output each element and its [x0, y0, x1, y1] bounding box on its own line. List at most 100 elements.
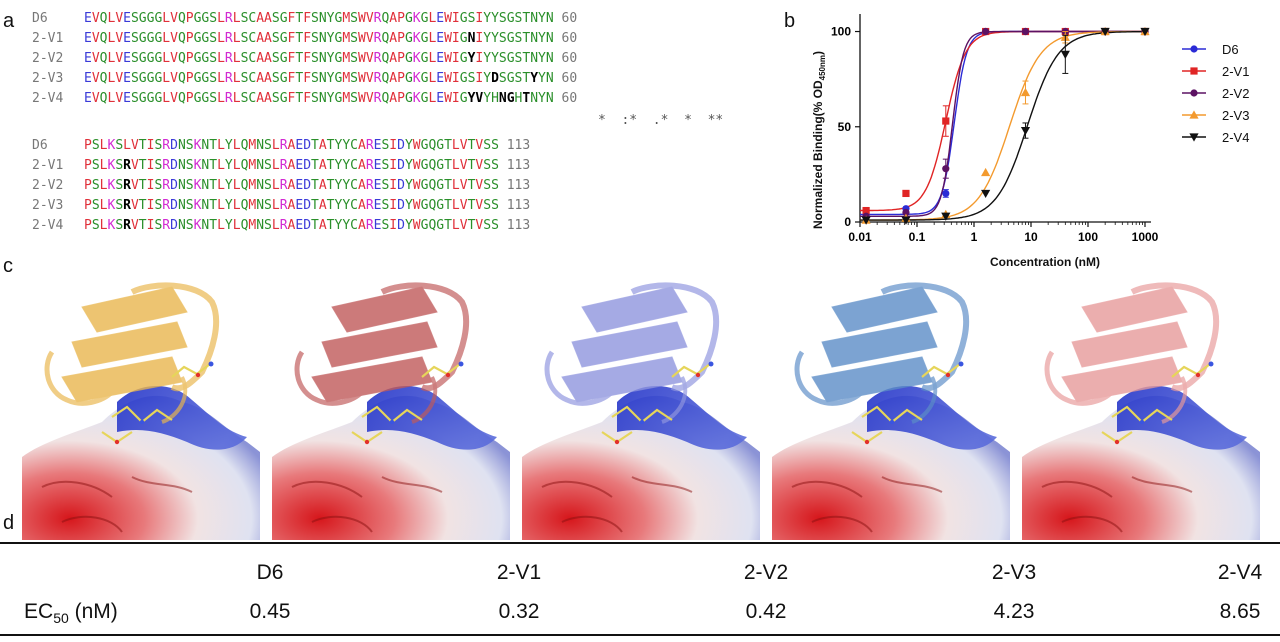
alignment-row: 2-V2 PSLKSRVTISRDNSKNTLYLQMNSLRAEDTATYYCA…: [32, 176, 530, 196]
table-bottom-rule: [0, 634, 1280, 636]
sequence-residues: EVQLVESGGGLVQPGGSLRLSCAASGFTFSNYGMSWVRQA…: [84, 91, 554, 106]
data-point-2-V3: [981, 167, 991, 177]
data-point-2-V4: [1060, 50, 1070, 59]
table-value-2-V4: 8.65: [1219, 600, 1261, 623]
panel-label-d: d: [3, 512, 15, 534]
x-tick-label: 1: [971, 230, 978, 244]
data-point-2-V4: [1140, 27, 1150, 37]
table-header-2-V1: 2-V1: [496, 561, 542, 584]
legend-label: 2-V3: [1222, 108, 1249, 123]
table-value-2-V3: 4.23: [993, 600, 1035, 623]
data-point-2-V2: [902, 208, 910, 217]
sequence-length: 60: [553, 51, 578, 66]
sequence-name: 2-V4: [32, 218, 64, 233]
sequence-length: 113: [498, 178, 531, 193]
structure-image-2-V3: [772, 282, 1010, 540]
sequence-name: 2-V2: [32, 178, 64, 193]
structure-image-2-V1: [272, 282, 510, 540]
sequence-length: 60: [553, 11, 578, 26]
y-tick-label: 50: [838, 120, 852, 134]
sequence-residues: EVQLVESGGGLVQPGGSLRLSCAASGFTFSNYGMSWVRQA…: [84, 51, 554, 66]
table-header-2-V2: 2-V2: [743, 561, 789, 584]
sequence-length: 113: [498, 198, 531, 213]
data-point-2-V4: [901, 216, 911, 225]
sequence-residues: EVQLVESGGGLVQPGGSLRLSCAASGFTFSNYGMSWVRQA…: [84, 31, 554, 46]
alignment-row: D6 EVQLVESGGGLVQPGGSLRLSCAASGFTFSNYGMSWVR…: [32, 9, 577, 29]
legend-marker: [1189, 133, 1199, 142]
ec50-row-label: EC50 (nM): [24, 600, 118, 627]
legend-marker: [1190, 89, 1198, 97]
legend-label: 2-V1: [1222, 64, 1249, 79]
data-point-2-V1: [902, 189, 910, 198]
x-axis-label: Concentration (nM): [990, 255, 1100, 269]
alignment-block-1: D6 EVQLVESGGGLVQPGGSLRLSCAASGFTFSNYGMSWVR…: [32, 9, 577, 109]
legend-label: D6: [1222, 42, 1239, 57]
legend-marker: [1190, 45, 1198, 53]
data-point-2-V2: [1021, 27, 1030, 36]
sequence-residues: PSLKSRVTISRDNSKNTLYLQMNSLRAEDTATYYCARESI…: [84, 198, 499, 213]
legend-marker: [1189, 110, 1199, 119]
sequence-residues: PSLKSRVTISRDNSKNTLYLQMNSLRAEDTATYYCARESI…: [84, 218, 499, 233]
sequence-name: 2-V1: [32, 31, 64, 46]
sequence-length: 113: [498, 138, 531, 153]
x-tick-label: 100: [1078, 230, 1098, 244]
alignment-row: 2-V4 PSLKSRVTISRDNSKNTLYLQMNSLRAEDTATYYCA…: [32, 216, 530, 236]
table-header-2-V3: 2-V3: [991, 561, 1037, 584]
alignment-row: 2-V1 PSLKSRVTISRDNSKNTLYLQMNSLRAEDTATYYCA…: [32, 156, 530, 176]
x-tick-label: 10: [1024, 230, 1038, 244]
y-axis-label: Normalized Binding(% OD450nm): [811, 51, 827, 229]
legend-label: 2-V4: [1222, 130, 1249, 145]
data-point-2-V3: [1020, 87, 1031, 97]
table-header-D6: D6: [256, 561, 284, 584]
legend-label: 2-V2: [1222, 86, 1249, 101]
table-value-D6: 0.45: [249, 600, 291, 623]
data-point-2-V2: [942, 165, 950, 173]
y-tick-label: 100: [831, 25, 851, 39]
x-tick-label: 1000: [1132, 230, 1159, 244]
sequence-name: D6: [32, 138, 48, 153]
alignment-consensus: * :* .* * **: [598, 113, 724, 128]
sequence-name: 2-V2: [32, 51, 64, 66]
x-tick-label: 0.01: [848, 230, 872, 244]
data-point-2-V4: [981, 189, 991, 199]
sequence-name: 2-V1: [32, 158, 64, 173]
sequence-name: 2-V3: [32, 198, 64, 213]
table-top-rule: [0, 542, 1280, 544]
table-value-2-V2: 0.42: [745, 600, 787, 623]
structure-image-2-V2: [522, 282, 760, 540]
data-point-D6: [942, 189, 950, 198]
sequence-length: 60: [553, 71, 578, 86]
panel-label-a: a: [3, 10, 15, 32]
sequence-residues: EVQLVESGGGLVQPGGSLRLSCAASGFTFSNYGMSWVRQA…: [84, 11, 554, 26]
sequence-name: 2-V3: [32, 71, 64, 86]
binding-chart: 0 50 100 0.01 0.1 1 10 100 1000 D6 2-V1 2-V2 2-V3 2-…: [811, 14, 1249, 269]
data-point-2-V4: [1100, 27, 1110, 37]
table-value-2-V1: 0.32: [498, 600, 540, 623]
sequence-name: 2-V4: [32, 91, 64, 106]
data-point-2-V4: [941, 212, 951, 221]
legend-marker: [1190, 67, 1198, 75]
data-point-2-V4: [1020, 126, 1031, 136]
data-point-2-V4: [861, 216, 871, 225]
sequence-residues: PSLKSLVTISRDNSKNTLYLQMNSLRAEDTATYYCARESI…: [84, 138, 499, 153]
alignment-block-2: D6 PSLKSLVTISRDNSKNTLYLQMNSLRAEDTATYYCARE…: [32, 136, 530, 236]
sequence-residues: PSLKSRVTISRDNSKNTLYLQMNSLRAEDTATYYCARESI…: [84, 178, 499, 193]
y-tick-label: 0: [844, 215, 851, 229]
alignment-row: D6 PSLKSLVTISRDNSKNTLYLQMNSLRAEDTATYYCARE…: [32, 136, 530, 156]
sequence-length: 113: [498, 158, 531, 173]
alignment-row: 2-V3 PSLKSRVTISRDNSKNTLYLQMNSLRAEDTATYYCA…: [32, 196, 530, 216]
structure-image-D6: [22, 282, 260, 540]
sequence-length: 60: [553, 91, 578, 106]
data-point-2-V2: [982, 27, 990, 36]
panel-label-c: c: [3, 255, 13, 277]
structure-image-2-V4: [1022, 282, 1260, 540]
alignment-row: 2-V2 EVQLVESGGGLVQPGGSLRLSCAASGFTFSNYGMSW…: [32, 49, 577, 69]
sequence-name: D6: [32, 11, 48, 26]
panel-label-b: b: [784, 10, 796, 32]
sequence-length: 60: [553, 31, 578, 46]
sequence-residues: PSLKSRVTISRDNSKNTLYLQMNSLRAEDTATYYCARESI…: [84, 158, 499, 173]
x-tick-label: 0.1: [909, 230, 926, 244]
sequence-length: 113: [498, 218, 531, 233]
data-point-2-V1: [942, 117, 950, 125]
alignment-row: 2-V4 EVQLVESGGGLVQPGGSLRLSCAASGFTFSNYGMSW…: [32, 89, 577, 109]
